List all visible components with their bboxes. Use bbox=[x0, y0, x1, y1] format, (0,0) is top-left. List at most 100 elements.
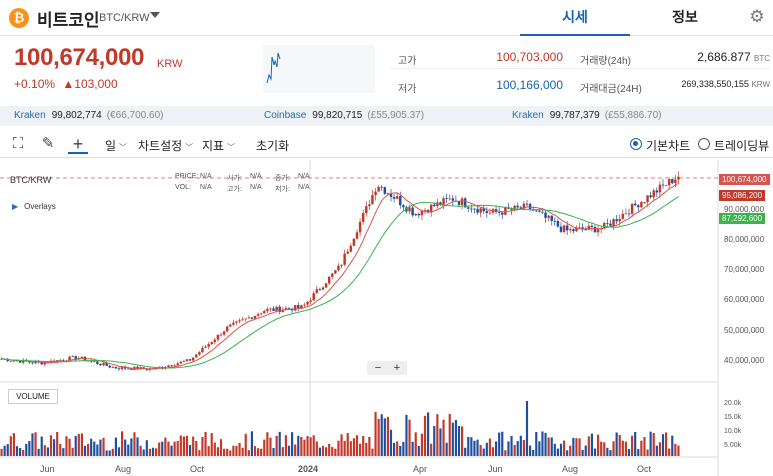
volume-bar bbox=[189, 445, 192, 456]
candle-body bbox=[123, 366, 127, 369]
volume-bar bbox=[127, 444, 130, 456]
volume-bar bbox=[436, 414, 439, 456]
volume-bar bbox=[83, 445, 87, 456]
exchange-item[interactable]: Coinbase 99,820,715 (£55,905.37) bbox=[264, 106, 424, 126]
exchange-item[interactable]: Kraken 99,787,379 (£55,886.70) bbox=[512, 106, 661, 126]
candle-body bbox=[578, 227, 581, 229]
candle-body bbox=[318, 289, 322, 291]
volume-bar bbox=[365, 442, 368, 456]
exchange-item[interactable]: Kraken 99,802,774 (€66,700.60) bbox=[14, 106, 163, 126]
exchange-price: 99,802,774 bbox=[51, 110, 102, 121]
volume-bar bbox=[439, 428, 442, 456]
reset-button[interactable]: 초기화 bbox=[256, 139, 290, 153]
crosshair-icon[interactable]: + bbox=[68, 134, 88, 154]
volume-bar bbox=[31, 433, 34, 456]
candle-body bbox=[451, 198, 455, 201]
volume-bar bbox=[488, 438, 491, 456]
volume-bar bbox=[510, 435, 513, 456]
volume-bar bbox=[43, 445, 46, 456]
pencil-icon[interactable]: ✎ bbox=[41, 135, 55, 152]
volume-bar bbox=[167, 441, 170, 456]
current-price: 100,674,000 bbox=[14, 44, 145, 71]
volume-bar bbox=[559, 443, 563, 456]
volume-bar bbox=[158, 442, 161, 456]
price-chart[interactable] bbox=[0, 160, 773, 476]
coin-dropdown-chevron-icon[interactable] bbox=[150, 12, 160, 18]
fullscreen-icon[interactable]: ⛶ bbox=[12, 135, 24, 152]
volume-bar bbox=[529, 445, 532, 456]
volume-bar bbox=[176, 440, 179, 456]
overlays-toggle[interactable]: ▶ Overlays bbox=[12, 202, 56, 211]
candle-body bbox=[655, 190, 659, 193]
volume-bar bbox=[216, 447, 219, 456]
candle-body bbox=[74, 356, 77, 359]
period-select[interactable]: 일 ﹀ bbox=[105, 137, 127, 154]
volume-bar bbox=[87, 443, 90, 456]
y-tick-label: 70,000,000 bbox=[724, 265, 765, 274]
volume-bar bbox=[124, 439, 127, 456]
basic-chart-radio[interactable] bbox=[630, 138, 642, 150]
volume-bar bbox=[433, 426, 436, 456]
volume-bar bbox=[312, 435, 315, 456]
volume-bar bbox=[179, 435, 182, 456]
candle-body bbox=[127, 368, 130, 370]
candle-body bbox=[470, 208, 473, 210]
volume-bar bbox=[445, 442, 448, 456]
candle-body bbox=[541, 211, 544, 213]
candle-body bbox=[528, 203, 532, 210]
indicators-button[interactable]: 지표 ﹀ bbox=[202, 137, 235, 154]
volume-bar bbox=[427, 412, 430, 456]
y-tick-label: 80,000,000 bbox=[724, 235, 765, 244]
volume-bar bbox=[461, 426, 464, 456]
volume-bar bbox=[501, 431, 504, 456]
candle-body bbox=[191, 357, 195, 361]
candle-body bbox=[612, 219, 615, 226]
candle-body bbox=[411, 207, 414, 216]
volume-bar bbox=[201, 437, 204, 456]
volume-bar bbox=[652, 433, 655, 456]
candle-body bbox=[222, 331, 226, 335]
volume-pane-label: VOLUME bbox=[8, 389, 58, 404]
volume-tick-label: 5.00k bbox=[724, 442, 742, 449]
candle-body bbox=[324, 283, 328, 288]
candle-body bbox=[31, 362, 34, 364]
x-tick-label: Aug bbox=[562, 464, 579, 474]
candle-body bbox=[337, 265, 340, 271]
candle-body bbox=[525, 203, 529, 205]
volume-bar bbox=[352, 438, 355, 456]
candle-body bbox=[408, 207, 411, 212]
candle-body bbox=[630, 203, 634, 214]
candle-body bbox=[40, 362, 43, 365]
volume-bar bbox=[272, 447, 275, 456]
zoom-out-button[interactable]: − bbox=[374, 362, 382, 374]
candle-body bbox=[658, 184, 662, 193]
candle-body bbox=[176, 363, 179, 366]
candle-body bbox=[671, 179, 674, 184]
candle-body bbox=[457, 201, 461, 205]
volume-tick-label: 20.0k bbox=[724, 400, 742, 407]
volume-bar bbox=[275, 435, 278, 456]
volume-bar bbox=[3, 445, 6, 456]
volume-bar bbox=[374, 412, 377, 456]
candle-body bbox=[587, 225, 591, 230]
chart-settings-button[interactable]: 차트설정 ﹀ bbox=[138, 137, 193, 154]
gear-icon[interactable]: ⚙ bbox=[749, 7, 765, 26]
volume-bar bbox=[553, 443, 556, 456]
volume-bar bbox=[325, 447, 328, 456]
divider bbox=[390, 68, 770, 69]
y-tick-label: 90,000,000 bbox=[724, 205, 765, 214]
candle-body bbox=[479, 208, 482, 213]
candle-body bbox=[569, 229, 572, 231]
volume-bar bbox=[547, 437, 550, 456]
candle-body bbox=[306, 301, 309, 305]
tab-quote[interactable]: 시세 bbox=[520, 0, 630, 36]
candle-body bbox=[312, 293, 315, 301]
price-unit: KRW bbox=[157, 58, 183, 70]
zoom-in-button[interactable]: + bbox=[393, 362, 401, 374]
tradingview-radio[interactable] bbox=[698, 138, 710, 150]
candle-body bbox=[439, 202, 442, 205]
volume-bar bbox=[473, 440, 476, 456]
mini-sparkline bbox=[263, 45, 375, 93]
tab-info[interactable]: 정보 bbox=[672, 9, 698, 25]
candle-body bbox=[343, 253, 346, 265]
